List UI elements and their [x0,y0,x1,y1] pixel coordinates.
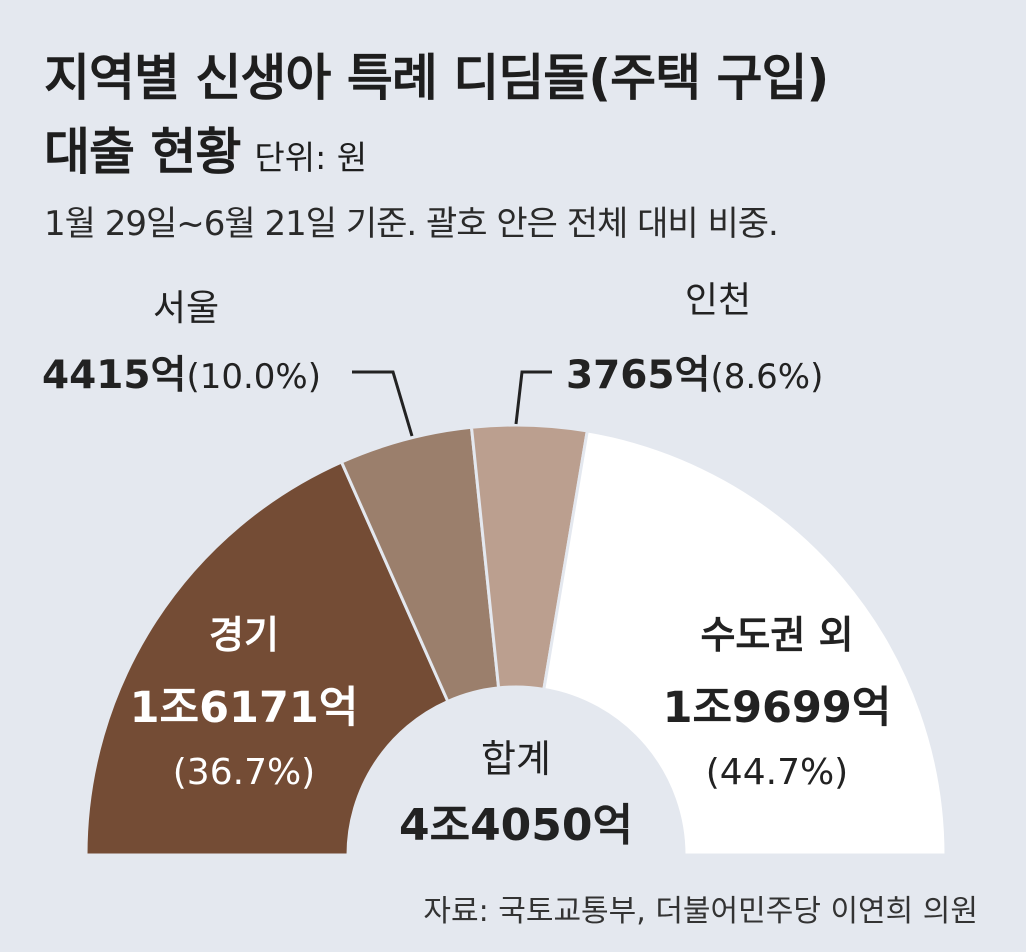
slice-amount-seoul: 4415억 [42,353,186,398]
slice-label-incheon: 인천 [685,280,751,321]
slice-outside [542,429,948,857]
slice-label-seoul: 서울 [153,288,219,329]
slice-gyeonggi [84,460,450,857]
slice-amount-incheon: 3765억 [566,353,710,398]
source-note: 자료: 국토교통부, 더불어민주당 이연희 의원 [423,894,978,929]
slices-group [84,423,948,857]
chart-subtitle: 1월 29일~6월 21일 기준. 괄호 안은 전체 대비 비중. [44,204,779,244]
slice-label-gyeonggi: 경기 [209,613,279,657]
slice-percent-outside: (44.7%) [706,752,848,793]
slice-value-incheon: 3765억(8.6%) [566,353,823,398]
leader-lines-group [352,370,552,437]
unit-label: 단위: 원 [254,138,368,177]
leader-line-seoul [352,370,414,437]
slice-percent-seoul: (10.0%) [186,357,321,397]
slice-percent-incheon: (8.6%) [710,357,823,397]
slice-value-seoul: 4415억(10.0%) [42,353,321,398]
chart-title-line1: 지역별 신생아 특례 디딤돌(주택 구입) [44,49,829,107]
chart-title-text: 대출 현황 [44,123,241,181]
slice-amount-outside: 1조9699억 [663,683,892,733]
leader-line-incheon [514,370,552,425]
slice-label-outside: 수도권 외 [700,613,853,657]
slice-percent-gyeonggi: (36.7%) [173,752,315,793]
chart-title-line2: 대출 현황 단위: 원 [44,112,367,184]
slice-amount-gyeonggi: 1조6171억 [130,683,359,733]
center-value: 4조4050억 [399,800,633,851]
center-label: 합계 [481,737,551,781]
